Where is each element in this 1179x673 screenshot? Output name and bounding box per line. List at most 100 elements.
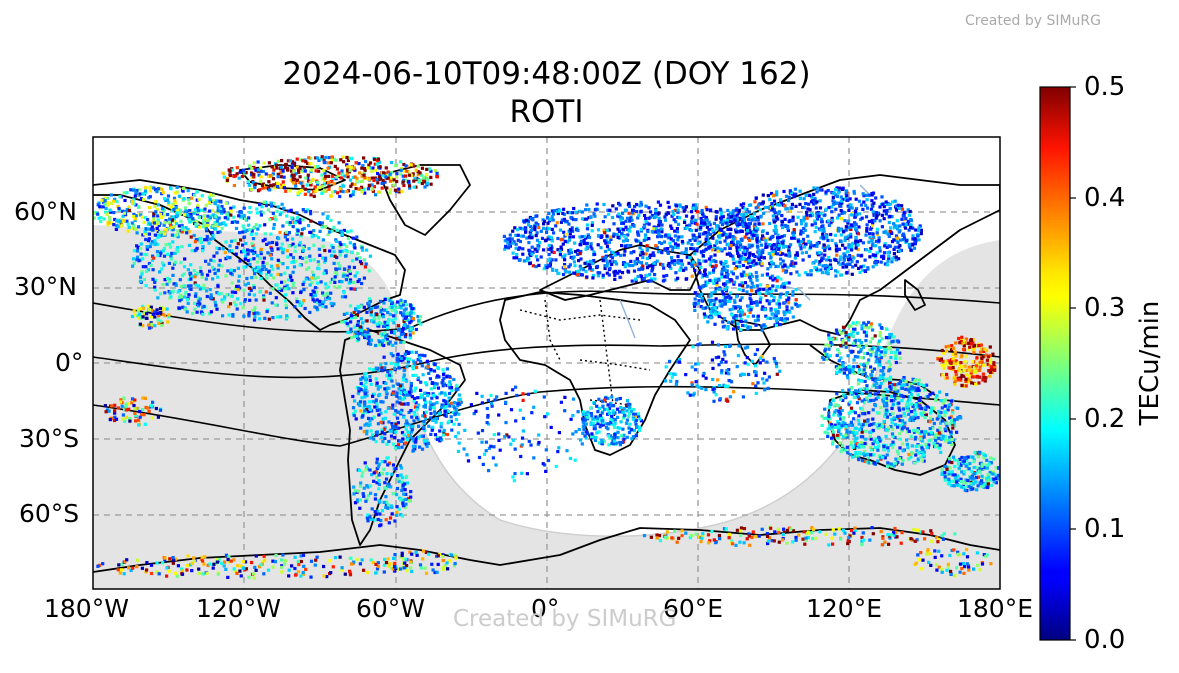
roti-data-point [358,256,362,260]
roti-data-point [781,245,786,249]
roti-data-point [783,313,787,317]
roti-data-point [389,352,393,356]
roti-data-point [666,247,670,251]
roti-data-point [871,253,875,257]
roti-data-point [160,267,164,271]
roti-data-point [285,314,289,318]
roti-data-point [630,279,634,283]
roti-data-point [573,264,577,268]
roti-data-point [413,396,417,400]
roti-data-point [381,400,385,404]
roti-data-point [320,173,324,177]
roti-data-point [394,422,398,426]
roti-data-point [401,486,405,490]
roti-data-point [707,220,711,224]
roti-data-point [154,187,158,191]
roti-data-point [906,208,910,212]
roti-data-point [213,201,217,205]
roti-data-point [204,227,208,231]
roti-data-point [241,224,245,228]
roti-data-point [576,248,580,253]
roti-data-point [882,209,886,213]
roti-data-point [728,235,732,239]
roti-data-point [513,226,517,230]
roti-data-point [110,201,114,205]
roti-data-point [780,240,784,244]
roti-data-point [279,183,284,187]
roti-data-point [140,215,144,219]
roti-data-point [645,273,649,277]
roti-data-point [123,198,127,203]
roti-data-point [451,410,455,414]
roti-data-point [528,230,532,234]
roti-data-point [792,228,796,232]
roti-data-point [767,302,771,306]
roti-data-point [720,275,724,279]
roti-data-point [330,180,334,184]
roti-data-point [253,314,257,318]
roti-data-point [407,496,411,501]
roti-data-point [429,182,433,186]
roti-data-point [256,160,260,164]
roti-data-point [694,218,698,222]
roti-data-point [400,476,404,480]
roti-data-point [416,358,421,362]
roti-data-point [371,368,375,372]
roti-data-point [385,340,389,344]
roti-data-point [217,263,221,267]
roti-data-point [873,213,877,218]
roti-data-point [680,251,684,255]
roti-data-point [794,222,798,226]
roti-data-point [556,211,560,216]
roti-data-point [781,269,785,273]
roti-data-point [173,220,177,224]
roti-data-point [414,185,418,189]
roti-data-point [156,203,160,207]
roti-data-point [254,223,258,227]
roti-data-point [839,195,843,199]
roti-data-point [440,405,444,409]
roti-data-point [751,284,756,288]
roti-data-point [896,203,900,207]
roti-data-point [342,312,346,316]
roti-data-point [315,188,319,192]
roti-data-point [402,415,406,419]
roti-data-point [898,244,902,248]
roti-data-point [213,227,217,231]
roti-data-point [527,257,531,261]
roti-data-point [808,208,812,212]
roti-data-point [875,227,879,231]
roti-data-point [124,209,128,213]
roti-data-point [338,264,342,268]
roti-data-point [366,166,370,170]
roti-data-point [545,227,549,231]
roti-data-point [261,260,265,264]
roti-data-point [284,230,288,234]
roti-data-point [373,157,377,162]
roti-data-point [188,271,193,275]
roti-data-point [750,274,754,278]
roti-data-point [583,261,587,265]
roti-data-point [368,436,372,440]
roti-data-point [443,391,447,395]
roti-data-point [773,276,778,280]
roti-data-point [836,226,840,230]
roti-data-point [351,259,355,263]
roti-data-point [778,302,782,306]
roti-data-point [772,316,776,320]
roti-data-point [237,279,241,283]
roti-data-point [721,320,725,324]
roti-data-point [732,237,736,241]
roti-data-point [639,227,643,231]
roti-data-point [868,249,872,253]
roti-data-point [676,215,680,219]
roti-data-point [658,203,663,207]
roti-data-point [680,262,684,267]
roti-data-point [382,355,386,359]
roti-data-point [171,215,175,219]
roti-data-point [282,206,286,210]
roti-data-point [215,307,219,311]
roti-data-point [423,391,427,395]
roti-data-point [590,223,594,227]
roti-data-point [413,389,417,393]
